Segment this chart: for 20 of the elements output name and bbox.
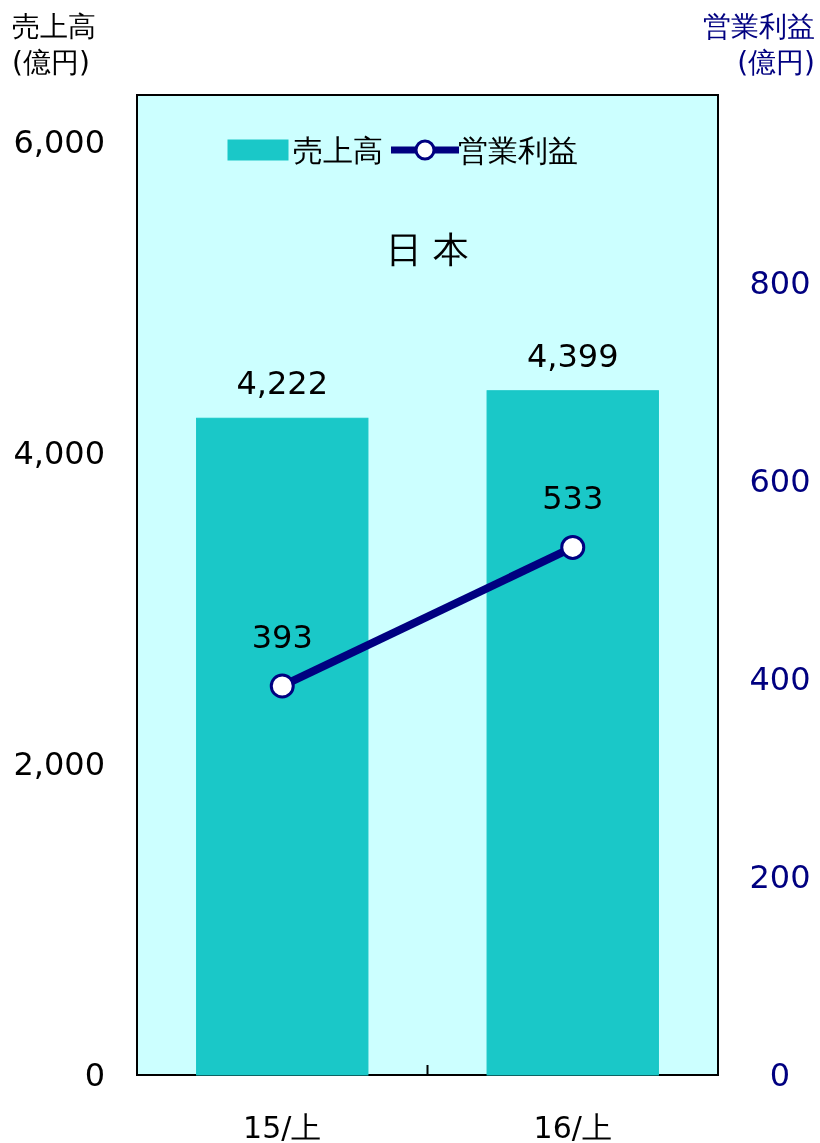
y2-axis-title: 営業利益 (億円) bbox=[703, 10, 815, 79]
y2-tick-label: 0 bbox=[769, 1056, 791, 1094]
y-tick-label: 2,000 bbox=[13, 744, 105, 783]
x-tick-label: 16/上 bbox=[533, 1110, 612, 1143]
data-label: 393 bbox=[251, 617, 313, 656]
data-label: 533 bbox=[542, 479, 604, 518]
x-tick-label: 15/上 bbox=[243, 1110, 322, 1143]
y-tick-label: 0 bbox=[84, 1056, 105, 1094]
data-label: 4,222 bbox=[236, 364, 329, 403]
legend-label: 売上高 bbox=[293, 133, 383, 168]
y2-tick-label: 800 bbox=[749, 264, 811, 303]
y-tick-label: 4,000 bbox=[13, 433, 105, 472]
data-label: 4,399 bbox=[526, 336, 619, 375]
legend-label: 営業利益 bbox=[458, 133, 578, 168]
text: 日 本 bbox=[385, 229, 470, 270]
y-axis-title: 売上高 (億円) bbox=[12, 10, 96, 79]
y2-tick-label: 400 bbox=[749, 660, 811, 699]
y2-tick-label: 200 bbox=[749, 858, 811, 897]
y2-tick-label: 600 bbox=[749, 462, 811, 501]
y-tick-label: 6,000 bbox=[13, 122, 105, 161]
